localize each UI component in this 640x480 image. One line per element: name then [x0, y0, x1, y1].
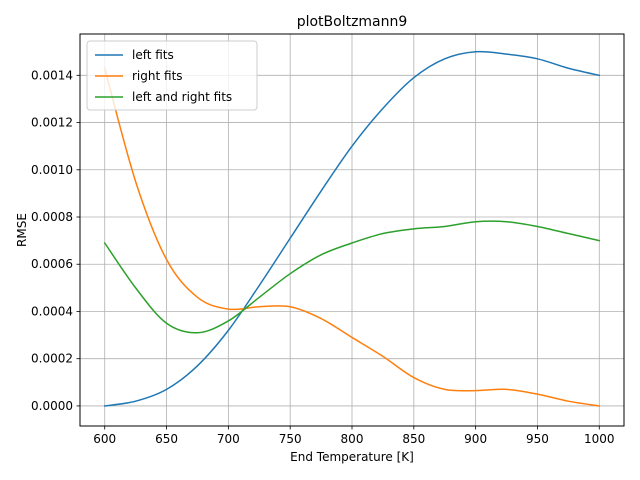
grid	[80, 34, 624, 426]
y-axis-label: RMSE	[15, 213, 29, 247]
x-tick-label: 700	[217, 432, 240, 446]
plot-lines	[103, 50, 601, 407]
x-axis-ticks: 600 650 700 750 800 850 900 950 1000	[93, 426, 615, 446]
legend-label: right fits	[132, 69, 183, 83]
y-tick-label: 0.0000	[31, 399, 73, 413]
y-tick-label: 0.0010	[31, 163, 73, 177]
y-tick-label: 0.0002	[31, 352, 73, 366]
series-line-1	[103, 67, 601, 407]
series-line-2	[103, 220, 601, 334]
x-tick-label: 950	[526, 432, 549, 446]
y-tick-label: 0.0008	[31, 210, 73, 224]
legend: left fits right fits left and right fits	[86, 40, 258, 111]
legend-label: left fits	[132, 48, 174, 62]
x-tick-label: 600	[93, 432, 116, 446]
x-tick-label: 1000	[584, 432, 615, 446]
y-tick-label: 0.0012	[31, 116, 73, 130]
x-tick-label: 750	[279, 432, 302, 446]
y-tick-label: 0.0004	[31, 304, 73, 318]
x-axis-label: End Temperature [K]	[290, 450, 414, 464]
y-axis-ticks: 0.0000 0.0002 0.0004 0.0006 0.0008 0.0010 0.00…	[31, 68, 80, 413]
series-line-0	[103, 50, 601, 407]
chart-title: plotBoltzmann9	[297, 14, 408, 30]
x-tick-label: 650	[155, 432, 178, 446]
x-tick-label: 850	[402, 432, 425, 446]
y-tick-label: 0.0006	[31, 257, 73, 271]
x-tick-label: 800	[341, 432, 364, 446]
y-tick-label: 0.0014	[31, 68, 73, 82]
x-tick-label: 900	[464, 432, 487, 446]
legend-box	[86, 40, 258, 111]
legend-label: left and right fits	[132, 90, 232, 104]
